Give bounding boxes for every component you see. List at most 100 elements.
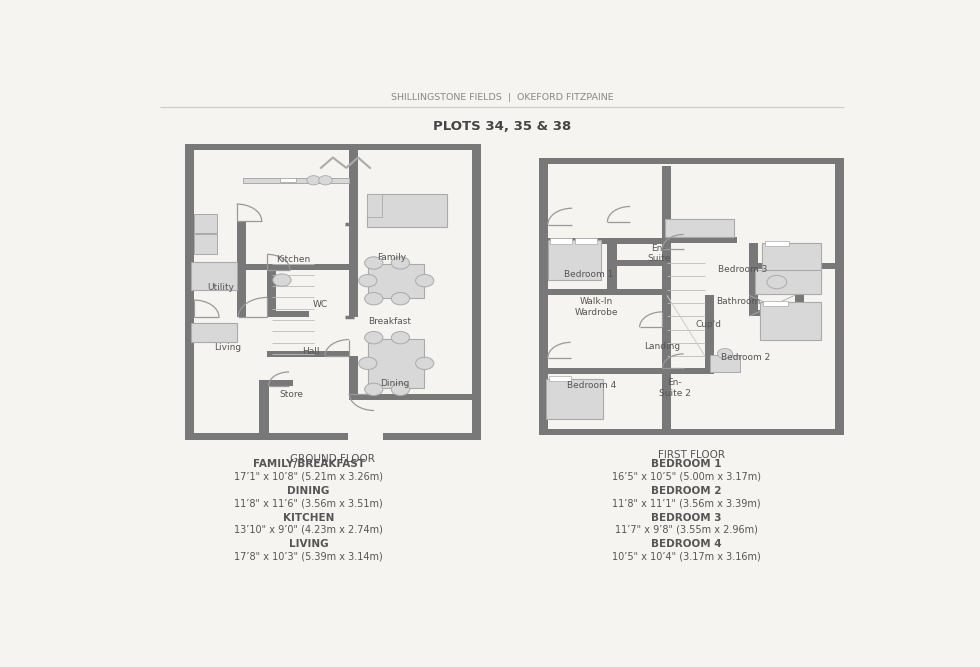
Text: 13’10" x 9’0" (4.23m x 2.74m): 13’10" x 9’0" (4.23m x 2.74m)	[234, 525, 383, 535]
Bar	[472, 144, 481, 440]
Circle shape	[391, 331, 410, 344]
Text: LIVING: LIVING	[289, 540, 328, 550]
Bar	[551, 238, 571, 243]
Text: FIRST FLOOR: FIRST FLOOR	[658, 450, 725, 460]
Circle shape	[416, 358, 434, 370]
Bar	[185, 434, 348, 440]
Bar	[548, 368, 662, 374]
Bar	[242, 177, 349, 183]
Text: KITCHEN: KITCHEN	[283, 513, 334, 523]
Bar	[236, 221, 246, 317]
Text: DINING: DINING	[287, 486, 329, 496]
Text: 17’8" x 10’3" (5.39m x 3.14m): 17’8" x 10’3" (5.39m x 3.14m)	[234, 552, 383, 562]
Circle shape	[365, 257, 383, 269]
Text: 16’5" x 10’5" (5.00m x 3.17m): 16’5" x 10’5" (5.00m x 3.17m)	[612, 472, 760, 482]
Text: Bathroom: Bathroom	[716, 297, 760, 306]
Circle shape	[272, 274, 291, 286]
Text: Dining: Dining	[379, 379, 409, 388]
Bar	[548, 289, 662, 295]
Bar	[185, 144, 194, 440]
Text: Hall: Hall	[302, 347, 319, 356]
Text: 17’1" x 10’8" (5.21m x 3.26m): 17’1" x 10’8" (5.21m x 3.26m)	[234, 472, 383, 482]
Bar	[383, 434, 481, 440]
Text: WC: WC	[314, 300, 328, 309]
Text: Living: Living	[214, 343, 241, 352]
Bar	[760, 302, 821, 340]
Bar	[550, 376, 570, 382]
Bar	[367, 195, 382, 217]
Bar	[279, 178, 296, 181]
Bar	[260, 380, 269, 434]
Bar	[750, 263, 835, 269]
Bar	[548, 240, 602, 280]
Text: FAMILY/BREAKFAST: FAMILY/BREAKFAST	[253, 459, 365, 469]
Text: PLOTS 34, 35 & 38: PLOTS 34, 35 & 38	[433, 120, 571, 133]
Text: 11’8" x 11’1" (3.56m x 3.39m): 11’8" x 11’1" (3.56m x 3.39m)	[612, 498, 760, 508]
Circle shape	[365, 383, 383, 396]
Circle shape	[307, 175, 320, 185]
Circle shape	[717, 348, 732, 359]
Bar	[268, 269, 276, 317]
Bar	[750, 243, 759, 295]
Text: Utility: Utility	[208, 283, 235, 291]
Circle shape	[359, 358, 377, 370]
Circle shape	[365, 331, 383, 344]
Text: Store: Store	[279, 390, 303, 399]
Bar	[608, 244, 616, 295]
Bar	[368, 339, 424, 388]
Bar	[750, 295, 759, 316]
Bar	[608, 260, 662, 266]
Bar	[368, 264, 424, 297]
Text: Bedroom 1: Bedroom 1	[564, 269, 613, 279]
Circle shape	[416, 275, 434, 287]
Bar	[710, 355, 740, 372]
Bar	[764, 241, 789, 246]
Bar	[575, 238, 597, 243]
Bar	[750, 310, 795, 316]
Bar	[194, 213, 218, 233]
Bar	[662, 237, 737, 243]
Text: BEDROOM 2: BEDROOM 2	[651, 486, 721, 496]
Bar	[548, 238, 662, 244]
Bar	[705, 295, 714, 374]
Text: SHILLINGSTONE FIELDS  |  OKEFORD FITZPAINE: SHILLINGSTONE FIELDS | OKEFORD FITZPAINE	[391, 93, 613, 102]
Circle shape	[318, 175, 332, 185]
Bar	[349, 144, 359, 317]
Circle shape	[391, 293, 410, 305]
Bar	[546, 379, 603, 419]
Bar	[756, 270, 821, 294]
Bar	[349, 394, 481, 400]
Text: Family: Family	[377, 253, 407, 261]
Text: Bedroom 4: Bedroom 4	[567, 381, 616, 390]
Bar	[665, 219, 734, 237]
Circle shape	[365, 293, 383, 305]
Bar	[191, 323, 236, 342]
Bar	[236, 263, 349, 269]
Bar	[260, 380, 293, 386]
Text: Cup'd: Cup'd	[696, 320, 722, 329]
Bar	[539, 430, 844, 436]
Bar	[194, 234, 218, 253]
Text: En-
Suite 2: En- Suite 2	[659, 378, 691, 398]
Text: Bedroom 2: Bedroom 2	[720, 353, 770, 362]
Circle shape	[391, 257, 410, 269]
Bar	[662, 368, 714, 374]
Text: BEDROOM 1: BEDROOM 1	[651, 459, 721, 469]
Text: GROUND FLOOR: GROUND FLOOR	[290, 454, 375, 464]
Bar	[835, 158, 844, 436]
Text: Breakfast: Breakfast	[368, 317, 412, 326]
Bar	[763, 301, 788, 305]
Bar	[662, 166, 671, 430]
Text: Bedroom 3: Bedroom 3	[717, 265, 767, 273]
Bar	[539, 158, 548, 436]
Bar	[268, 351, 349, 357]
Bar	[349, 356, 359, 400]
Bar	[185, 144, 481, 150]
Text: Landing: Landing	[644, 342, 680, 351]
Text: 10’5" x 10’4" (3.17m x 3.16m): 10’5" x 10’4" (3.17m x 3.16m)	[612, 552, 760, 562]
Bar	[539, 158, 844, 164]
Bar	[268, 311, 309, 317]
Bar	[795, 295, 804, 316]
Text: BEDROOM 4: BEDROOM 4	[651, 540, 721, 550]
Bar	[191, 262, 236, 290]
